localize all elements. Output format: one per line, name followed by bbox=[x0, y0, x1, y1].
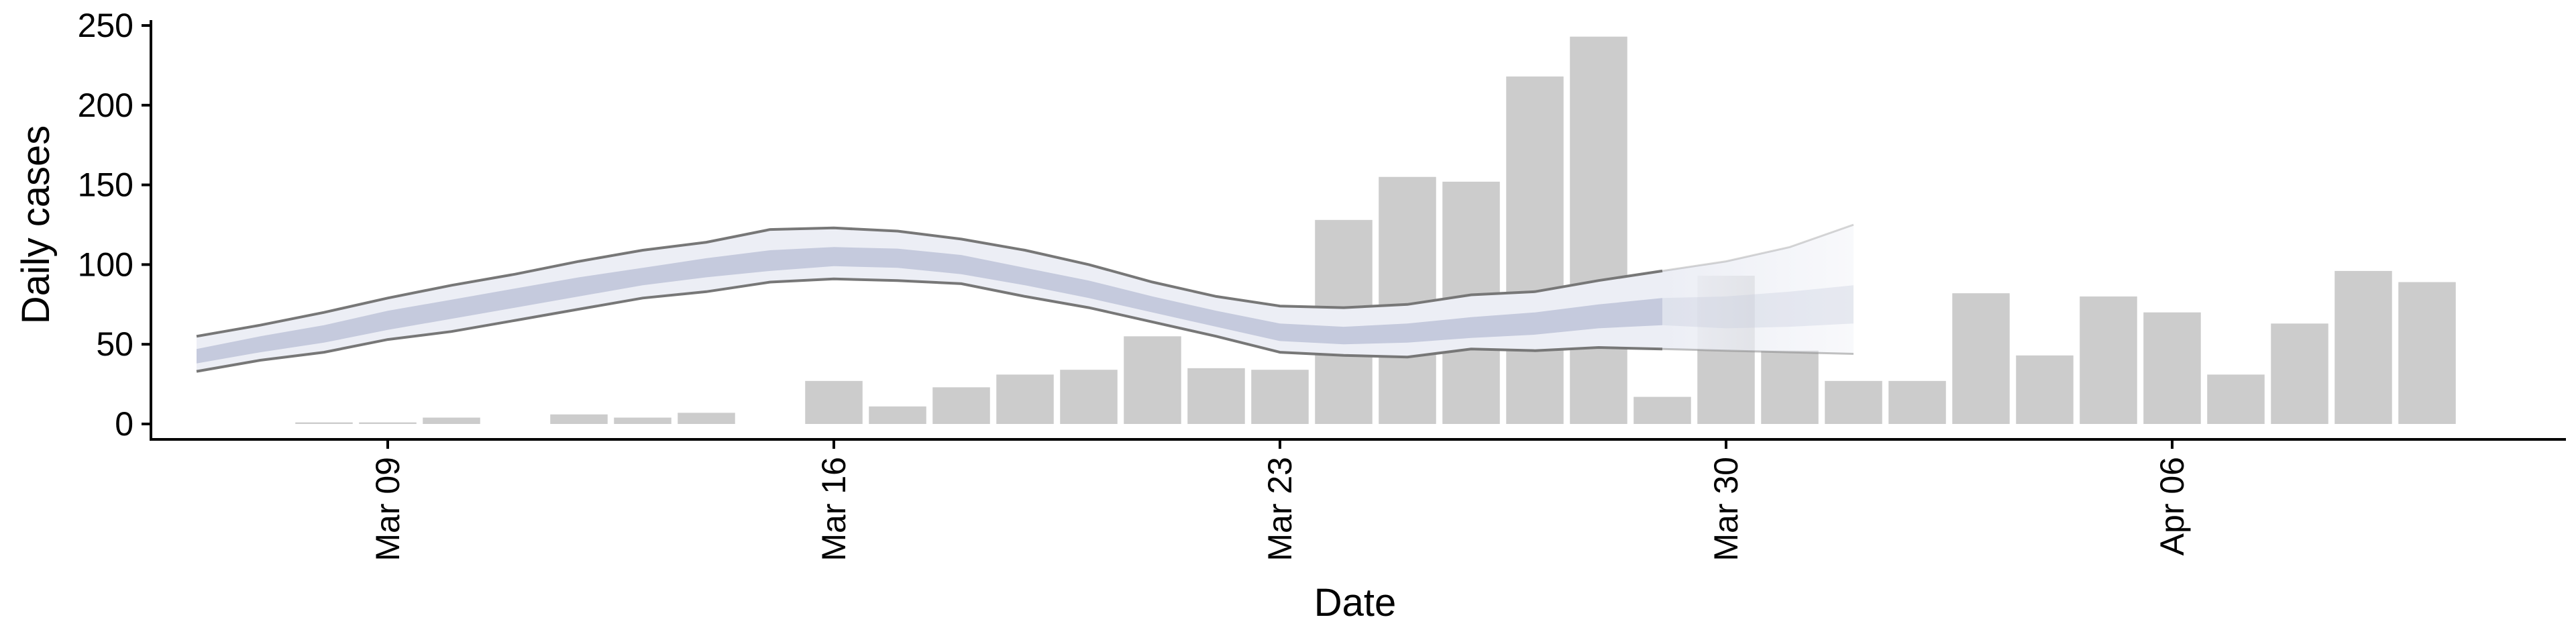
forecast-lower-line bbox=[1662, 347, 1854, 355]
bar-2020-04-08 bbox=[2271, 323, 2328, 424]
bar-2020-03-19 bbox=[996, 374, 1054, 424]
bar-2020-03-16 bbox=[805, 380, 863, 424]
bar-2020-04-10 bbox=[2398, 282, 2456, 424]
x-tick-label-2020-03-30: Mar 30 bbox=[1707, 457, 1745, 561]
x-tick-label-2020-04-06: Apr 06 bbox=[2153, 457, 2191, 555]
bar-2020-03-17 bbox=[869, 406, 926, 424]
bar-2020-04-09 bbox=[2334, 270, 2392, 424]
bar-2020-03-21 bbox=[1124, 336, 1181, 424]
bar-2020-03-22 bbox=[1187, 368, 1245, 424]
axes-layer bbox=[150, 20, 2566, 441]
x-tick-label-2020-03-16: Mar 16 bbox=[815, 457, 853, 561]
bar-2020-03-09 bbox=[359, 422, 417, 424]
bar-2020-03-28 bbox=[1570, 36, 1627, 424]
x-tick-label-2020-03-09: Mar 09 bbox=[369, 457, 407, 561]
x-axis-title: Date bbox=[1314, 581, 1397, 625]
y-axis-title: Daily cases bbox=[14, 125, 58, 325]
bar-2020-04-04 bbox=[2016, 355, 2074, 424]
bar-2020-03-29 bbox=[1633, 396, 1691, 424]
y-tick-label-50: 50 bbox=[96, 325, 133, 363]
estimate-upper-line bbox=[196, 226, 1663, 338]
bar-2020-04-02 bbox=[1888, 380, 1946, 424]
bar-2020-03-10 bbox=[423, 417, 480, 424]
bars-layer bbox=[295, 36, 2456, 425]
bar-2020-04-01 bbox=[1825, 380, 1882, 424]
bar-2020-03-13 bbox=[614, 417, 672, 424]
forecast-band-50 bbox=[1662, 285, 1854, 329]
bar-2020-04-07 bbox=[2207, 374, 2265, 424]
y-tick-label-100: 100 bbox=[78, 246, 133, 283]
bar-2020-04-03 bbox=[1952, 293, 2010, 424]
estimate-bands-layer bbox=[196, 223, 1854, 373]
forecast-upper-line bbox=[1662, 223, 1854, 272]
bar-2020-04-06 bbox=[2143, 312, 2201, 424]
bar-2020-03-08 bbox=[295, 422, 353, 424]
bar-2020-03-27 bbox=[1506, 76, 1564, 425]
forecast-band-90 bbox=[1662, 225, 1854, 354]
y-tick-label-150: 150 bbox=[78, 166, 133, 204]
bar-2020-03-12 bbox=[550, 414, 608, 424]
estimate-lower-line bbox=[196, 277, 1663, 373]
bar-2020-03-18 bbox=[932, 387, 990, 424]
y-tick-label-250: 250 bbox=[78, 7, 133, 44]
bar-2020-04-05 bbox=[2080, 296, 2137, 424]
y-tick-label-0: 0 bbox=[115, 405, 133, 443]
x-ticks: Mar 09 Mar 16 Mar 23 Mar 30 Apr 06 bbox=[369, 439, 2191, 561]
bar-2020-03-20 bbox=[1060, 370, 1118, 424]
bar-2020-03-14 bbox=[678, 413, 735, 424]
y-ticks: 0 50 100 150 200 250 bbox=[78, 7, 151, 443]
y-tick-label-200: 200 bbox=[78, 87, 133, 124]
x-tick-label-2020-03-23: Mar 23 bbox=[1261, 457, 1299, 561]
bar-2020-03-31 bbox=[1761, 350, 1819, 424]
bar-2020-03-23 bbox=[1251, 370, 1309, 424]
estimate-band-50 bbox=[197, 247, 1662, 364]
